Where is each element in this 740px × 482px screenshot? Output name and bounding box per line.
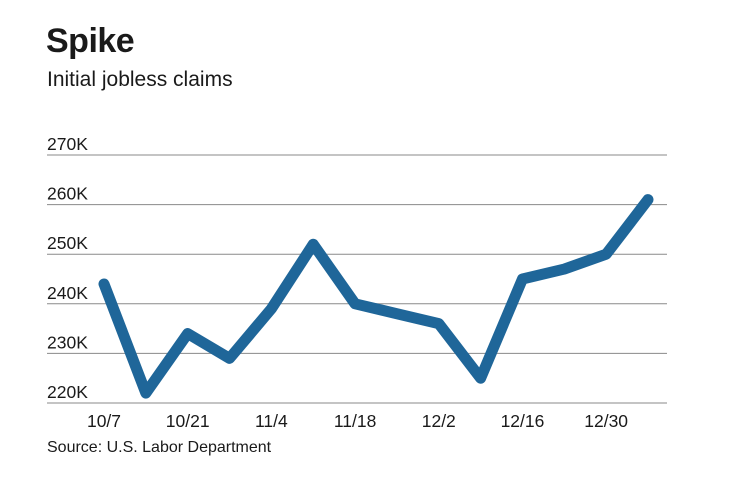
- y-tick-label: 260K: [47, 184, 88, 204]
- y-tick-label: 230K: [47, 332, 88, 352]
- x-tick-label: 11/4: [255, 411, 288, 431]
- series-line: [98, 194, 654, 399]
- x-tick-label: 12/16: [501, 411, 545, 431]
- y-tick-label: 220K: [47, 382, 88, 402]
- chart-subtitle: Initial jobless claims: [47, 68, 233, 91]
- x-tick-label: 11/18: [334, 411, 377, 431]
- x-tick-label: 12/2: [422, 411, 456, 431]
- gridlines: [47, 154, 667, 404]
- series-layer: [98, 194, 654, 399]
- x-axis-labels: 10/7 10/21 11/4 11/18 12/2 12/16 12/30: [87, 411, 628, 431]
- y-tick-label: 240K: [47, 283, 88, 303]
- chart-title: Spike: [46, 22, 135, 60]
- source-note: Source: U.S. Labor Department: [47, 439, 272, 456]
- y-tick-label: 270K: [47, 134, 88, 154]
- x-tick-label: 10/7: [87, 411, 121, 431]
- x-tick-label: 10/21: [166, 411, 210, 431]
- y-axis-labels: 220K 230K 240K 250K 260K 270K: [47, 134, 88, 402]
- y-tick-label: 250K: [47, 233, 88, 253]
- x-tick-label: 12/30: [584, 411, 628, 431]
